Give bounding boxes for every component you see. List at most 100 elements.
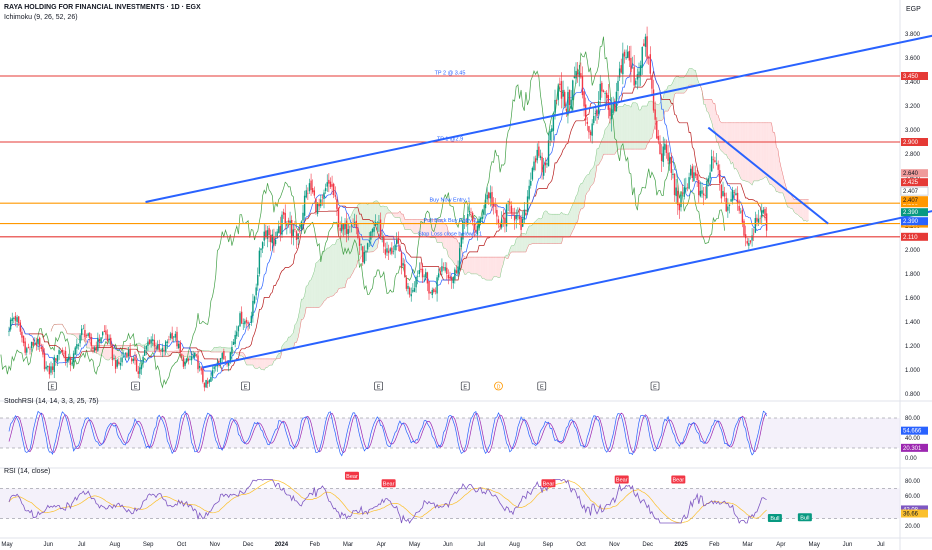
- candle-body: [16, 317, 18, 322]
- candle-body: [184, 361, 186, 366]
- candle-body: [231, 346, 233, 355]
- level-label: Buy Now Entry 1: [430, 198, 471, 204]
- candle-body: [237, 326, 240, 332]
- candle-body: [765, 213, 768, 231]
- divergence-tag: Bull: [800, 515, 809, 521]
- cloud-segment: [710, 99, 712, 122]
- candle-body: [176, 331, 178, 347]
- cloud-segment: [664, 90, 667, 112]
- cloud-segment: [383, 206, 386, 225]
- rsi-band: [0, 488, 900, 519]
- cloud-segment: [773, 132, 775, 188]
- candle-body: [344, 223, 346, 229]
- candle-body: [368, 239, 370, 241]
- cloud-segment: [285, 341, 287, 349]
- cloud-segment: [755, 122, 757, 181]
- candle-body: [310, 180, 312, 190]
- candle-body: [740, 211, 742, 213]
- cloud-segment: [524, 233, 526, 252]
- cloud-segment: [138, 343, 140, 346]
- cloud-segment: [529, 225, 531, 245]
- candle-body: [303, 195, 306, 216]
- candle-body: [379, 219, 382, 237]
- candles: [8, 26, 768, 392]
- price-tag-bg: [901, 169, 928, 178]
- candle-body: [13, 317, 15, 319]
- candle-body: [14, 315, 17, 321]
- cloud-segment: [328, 246, 331, 298]
- candle-body: [563, 91, 566, 107]
- earnings-marker-box: [241, 381, 250, 391]
- candle-body: [573, 76, 576, 79]
- candle-body: [263, 231, 265, 241]
- candle-body: [247, 322, 249, 324]
- candle-body: [371, 229, 374, 233]
- cloud-segment: [621, 106, 623, 150]
- cloud-segment: [408, 219, 410, 230]
- cloud-segment: [525, 229, 528, 252]
- x-tick-label: Jun: [43, 542, 53, 548]
- candle-body: [21, 331, 23, 338]
- cloud-segment: [278, 353, 281, 359]
- candle-body: [266, 230, 269, 239]
- candle-body: [635, 80, 637, 85]
- candle-body: [602, 90, 605, 93]
- candle-body: [484, 199, 487, 209]
- cloud-segment: [582, 179, 585, 209]
- cloud-segment: [443, 223, 446, 249]
- candle-body: [114, 360, 117, 369]
- candle-body: [507, 201, 509, 202]
- candle-body: [190, 356, 193, 361]
- candle-body: [35, 343, 38, 346]
- stoch-y-tick: 80.00: [905, 416, 921, 422]
- candle-body: [447, 274, 450, 279]
- candle-body: [690, 168, 692, 176]
- candle-body: [683, 187, 685, 197]
- level-price-tag: 2.900: [903, 140, 919, 146]
- candle-body: [418, 270, 421, 275]
- cloud-segment: [726, 122, 728, 159]
- candle-body: [48, 366, 51, 375]
- candle-body: [471, 212, 474, 222]
- y-tick-label: 3.800: [905, 32, 921, 38]
- candle-body: [126, 353, 128, 358]
- cloud-segment: [471, 257, 473, 274]
- candle-body: [339, 227, 341, 231]
- candle-body: [463, 222, 466, 224]
- candle-body: [662, 146, 664, 162]
- candle-body: [460, 236, 463, 248]
- candle-body: [161, 347, 164, 353]
- candle-body: [641, 46, 643, 68]
- level-label: Stop Loss close below 2.1: [418, 231, 482, 237]
- candle-body: [341, 224, 343, 232]
- cloud-segment: [632, 102, 635, 150]
- candle-body: [50, 366, 52, 373]
- candle-body: [643, 43, 645, 46]
- cloud-segment: [75, 333, 77, 338]
- x-tick-label: Apr: [776, 542, 785, 548]
- cloud-segment: [322, 251, 325, 304]
- x-tick-label: Aug: [110, 542, 121, 548]
- cloud-segment: [587, 174, 589, 193]
- candle-body: [68, 356, 70, 361]
- candle-body: [489, 192, 492, 199]
- candle-body: [118, 361, 120, 364]
- candle-body: [583, 91, 585, 107]
- cloud-segment: [249, 358, 252, 365]
- divergence-tag: Bear: [383, 481, 395, 487]
- cloud-segment: [671, 82, 673, 106]
- cloud-segment: [648, 101, 651, 143]
- candle-body: [197, 355, 199, 370]
- candle-body: [43, 353, 46, 370]
- cloud-segment: [795, 199, 798, 215]
- rsi-title: RSI (14, close): [4, 468, 51, 475]
- y-tick-label: 1.600: [905, 296, 921, 302]
- candle-body: [203, 382, 206, 388]
- candle-body: [101, 332, 104, 336]
- cloud-segment: [223, 347, 226, 352]
- candle-body: [704, 195, 706, 196]
- candle-body: [528, 185, 530, 199]
- cloud-segment: [561, 212, 564, 244]
- candle-body: [523, 209, 526, 220]
